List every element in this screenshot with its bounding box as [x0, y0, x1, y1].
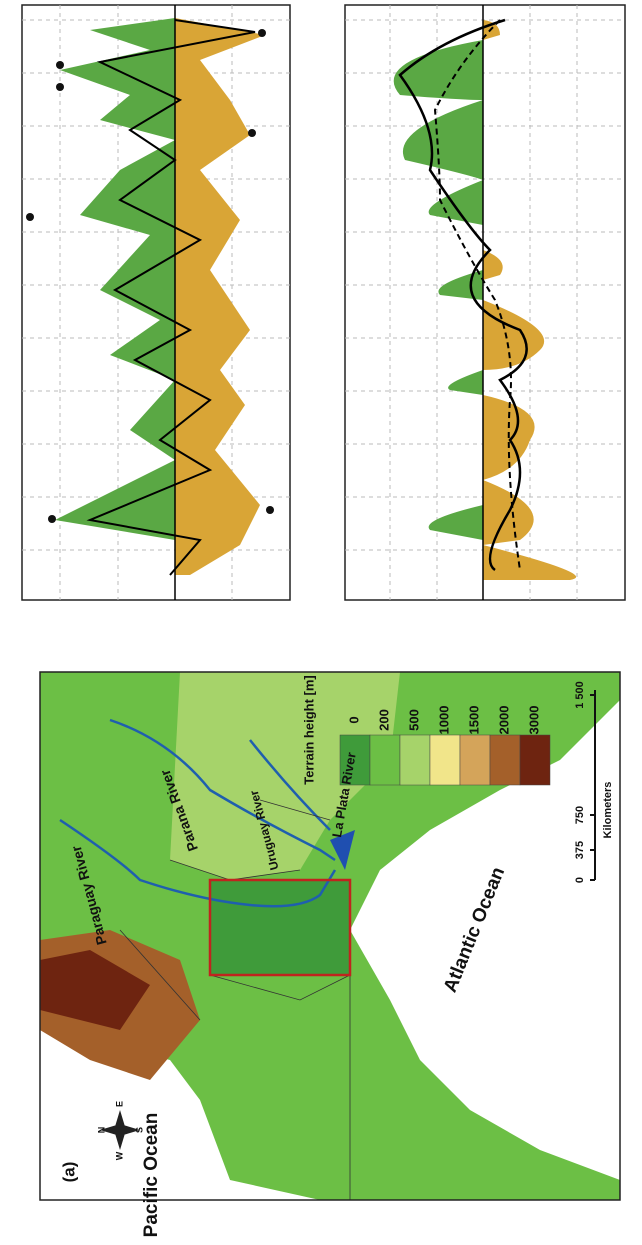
- legend-swatch: [429, 734, 461, 786]
- compass-n: N: [96, 1127, 106, 1134]
- legend: Terrain height [m] 0 200 500 1000 1500 2000 300…: [301, 675, 551, 786]
- trend-line: [433, 19, 521, 571]
- extreme-dot: [258, 29, 266, 37]
- compass-w: W: [114, 1151, 124, 1160]
- legend-label: 1000: [436, 706, 451, 735]
- extreme-dot: [56, 83, 64, 91]
- panel-frame: [21, 4, 291, 601]
- series-panel-top: [21, 4, 291, 601]
- extreme-dot: [266, 506, 274, 514]
- paraguay-river: [59, 818, 337, 908]
- legend-swatch: [339, 734, 371, 786]
- legend-label: 0: [346, 716, 361, 723]
- panel-label: (a): [59, 1162, 78, 1183]
- legend-label: 1500: [466, 706, 481, 735]
- compass-s: S: [134, 1127, 144, 1133]
- scale-label: 375: [574, 841, 586, 859]
- positive-area: [393, 40, 483, 225]
- series-line: [86, 19, 256, 576]
- legend-title: Terrain height [m]: [301, 675, 316, 785]
- legend-swatch: [459, 734, 491, 786]
- basin: [210, 880, 350, 975]
- parana-river: [109, 718, 336, 862]
- ocean-label: Pacific Ocean: [141, 1113, 162, 1238]
- highland: [170, 672, 400, 880]
- positive-area: [428, 270, 483, 540]
- legend-swatch: [519, 734, 551, 786]
- uruguay-river: [249, 739, 331, 831]
- series-line: [398, 18, 528, 572]
- scale-label: 0: [574, 877, 586, 883]
- extreme-dot: [56, 61, 64, 69]
- scale-label: 1 500: [574, 681, 586, 709]
- extreme-dot: [48, 515, 56, 523]
- study-region: [208, 878, 352, 977]
- panel-frame: [344, 4, 626, 601]
- compass-e: E: [114, 1101, 124, 1107]
- legend-swatch: [369, 734, 401, 786]
- legend-swatch: [399, 734, 431, 786]
- andes-peak: [40, 950, 150, 1030]
- extreme-dot: [26, 213, 34, 221]
- map-frame: [39, 671, 621, 1201]
- map: [39, 671, 621, 1201]
- series-panel-bottom: [344, 4, 626, 601]
- positive-area: [55, 18, 175, 540]
- scale-label: 750: [574, 806, 586, 824]
- extreme-dot: [248, 129, 256, 137]
- scale-bar: 0 375 750 1 500 Kilometers: [574, 681, 614, 883]
- negative-area: [483, 20, 577, 580]
- legend-label: 200: [376, 709, 391, 731]
- scale-unit: Kilometers: [602, 782, 614, 839]
- legend-swatch: [489, 734, 521, 786]
- compass: N E S W: [96, 1101, 144, 1160]
- legend-label: 500: [406, 709, 421, 731]
- la-plata-estuary: [330, 830, 355, 870]
- legend-label: 2000: [496, 706, 511, 735]
- legend-label: 3000: [526, 706, 541, 735]
- negative-area: [175, 18, 265, 575]
